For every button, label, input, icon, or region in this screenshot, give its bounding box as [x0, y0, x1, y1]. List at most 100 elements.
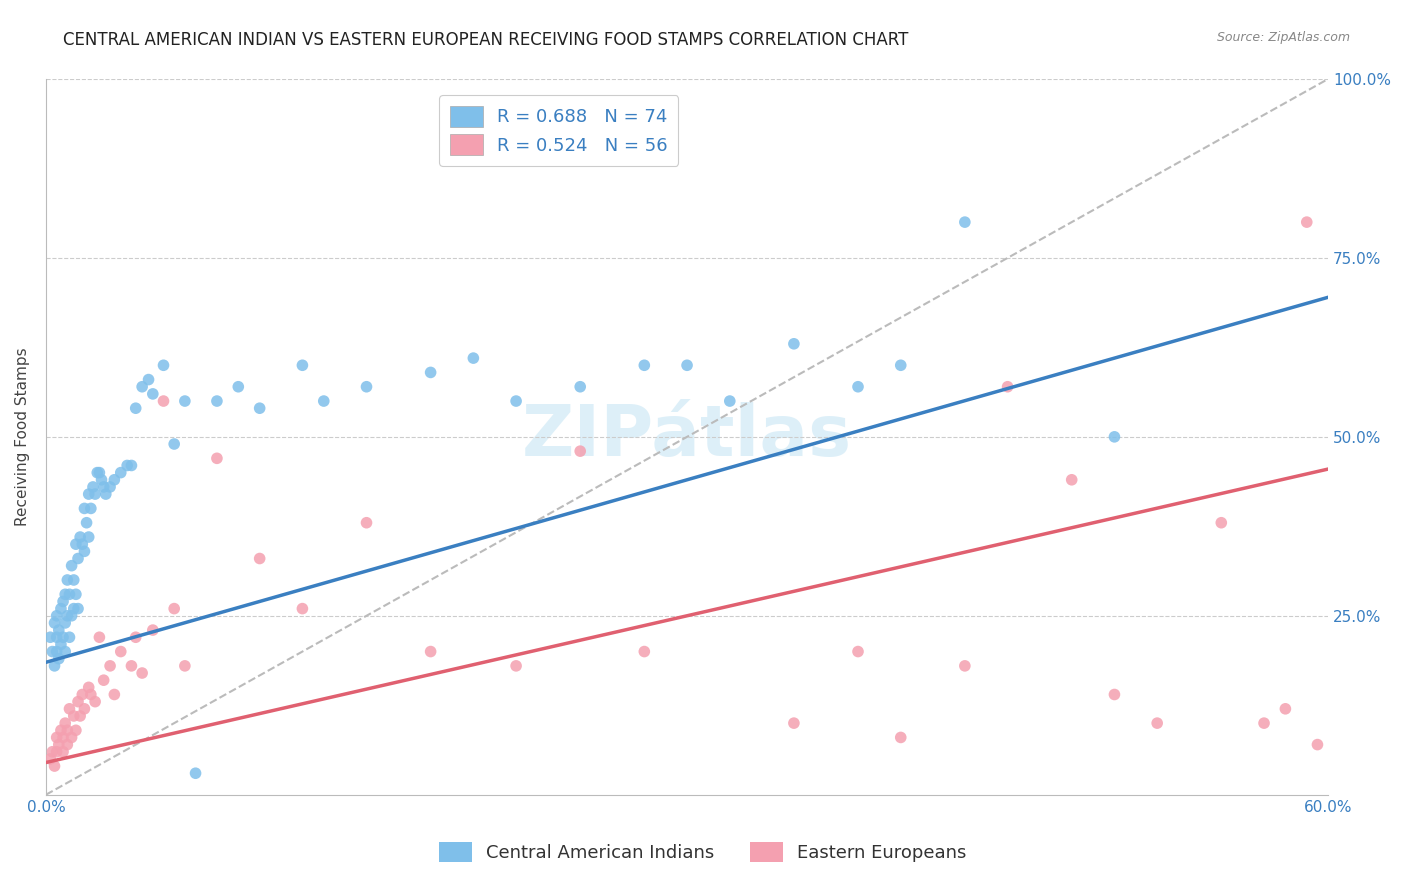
Point	[56, 608, 79, 623]
Point	[52, 594, 75, 608]
Point	[1306, 738, 1329, 752]
Point	[45, 630, 67, 644]
Point	[45, 745, 67, 759]
Point	[205, 451, 228, 466]
Point	[44, 615, 66, 630]
Text: ZIPátlas: ZIPátlas	[522, 402, 852, 471]
Point	[73, 544, 96, 558]
Point	[1211, 516, 1233, 530]
Point	[77, 681, 100, 695]
Point	[94, 487, 117, 501]
Point	[419, 644, 441, 658]
Point	[226, 380, 249, 394]
Point	[125, 630, 148, 644]
Point	[39, 752, 62, 766]
Point	[69, 530, 91, 544]
Point	[86, 466, 108, 480]
Point	[89, 630, 111, 644]
Point	[569, 444, 592, 458]
Point	[953, 215, 976, 229]
Point	[110, 644, 132, 658]
Point	[356, 380, 378, 394]
Point	[676, 358, 699, 372]
Point	[56, 573, 79, 587]
Point	[505, 658, 527, 673]
Point	[45, 644, 67, 658]
Point	[80, 501, 103, 516]
Point	[110, 466, 132, 480]
Point	[56, 723, 79, 738]
Point	[120, 458, 142, 473]
Point	[44, 759, 66, 773]
Point	[62, 573, 84, 587]
Point	[163, 437, 186, 451]
Point	[1104, 688, 1126, 702]
Point	[82, 480, 104, 494]
Point	[1104, 430, 1126, 444]
Point	[72, 537, 94, 551]
Point	[98, 658, 121, 673]
Point	[72, 688, 94, 702]
Point	[41, 644, 63, 658]
Legend: Central American Indians, Eastern Europeans: Central American Indians, Eastern Europe…	[432, 834, 974, 870]
Point	[84, 487, 107, 501]
Point	[1146, 716, 1168, 731]
Point	[846, 380, 869, 394]
Point	[103, 473, 125, 487]
Text: CENTRAL AMERICAN INDIAN VS EASTERN EUROPEAN RECEIVING FOOD STAMPS CORRELATION CH: CENTRAL AMERICAN INDIAN VS EASTERN EUROP…	[63, 31, 908, 49]
Point	[93, 673, 115, 688]
Point	[997, 380, 1019, 394]
Point	[60, 558, 83, 573]
Point	[73, 501, 96, 516]
Point	[65, 723, 87, 738]
Point	[66, 551, 89, 566]
Point	[52, 630, 75, 644]
Y-axis label: Receiving Food Stamps: Receiving Food Stamps	[15, 348, 30, 526]
Point	[53, 587, 76, 601]
Point	[291, 358, 314, 372]
Point	[45, 731, 67, 745]
Point	[66, 695, 89, 709]
Point	[49, 637, 72, 651]
Point	[62, 709, 84, 723]
Point	[249, 551, 271, 566]
Point	[49, 723, 72, 738]
Point	[115, 458, 138, 473]
Point	[66, 601, 89, 615]
Point	[138, 373, 160, 387]
Point	[80, 688, 103, 702]
Point	[249, 401, 271, 416]
Point	[41, 745, 63, 759]
Point	[890, 731, 912, 745]
Point	[60, 731, 83, 745]
Point	[65, 587, 87, 601]
Legend: R = 0.688   N = 74, R = 0.524   N = 56: R = 0.688 N = 74, R = 0.524 N = 56	[439, 95, 679, 166]
Point	[89, 466, 111, 480]
Point	[1295, 215, 1317, 229]
Point	[125, 401, 148, 416]
Point	[1253, 716, 1275, 731]
Point	[58, 630, 80, 644]
Point	[505, 394, 527, 409]
Point	[152, 358, 174, 372]
Point	[131, 666, 153, 681]
Point	[39, 630, 62, 644]
Point	[60, 608, 83, 623]
Point	[49, 601, 72, 615]
Point	[152, 394, 174, 409]
Point	[93, 480, 115, 494]
Point	[1060, 473, 1083, 487]
Point	[633, 358, 655, 372]
Point	[98, 480, 121, 494]
Point	[1274, 702, 1296, 716]
Point	[53, 644, 76, 658]
Point	[783, 716, 806, 731]
Point	[62, 601, 84, 615]
Point	[77, 530, 100, 544]
Point	[312, 394, 335, 409]
Point	[419, 366, 441, 380]
Point	[84, 695, 107, 709]
Point	[633, 644, 655, 658]
Point	[718, 394, 741, 409]
Point	[73, 702, 96, 716]
